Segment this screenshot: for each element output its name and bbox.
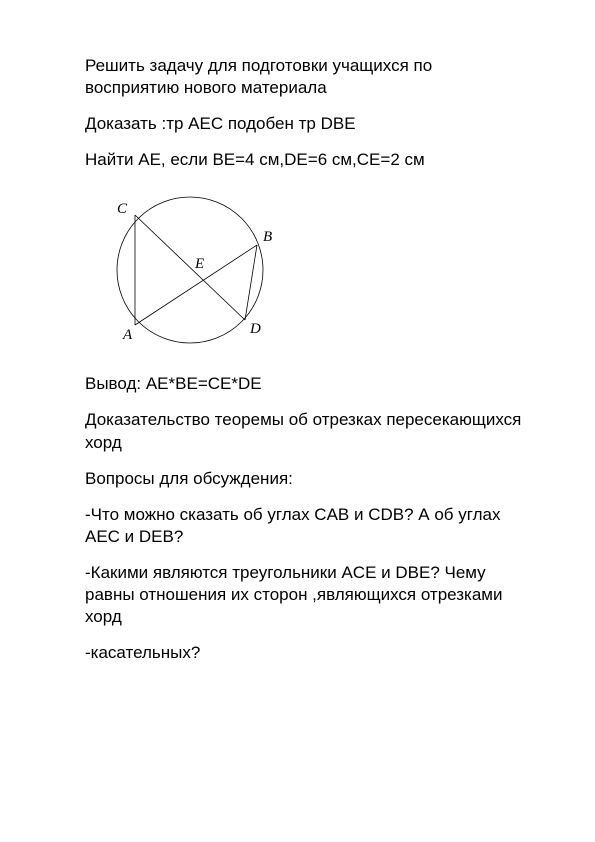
paragraph-conclusion: Вывод: AE*BE=CE*DE [85, 373, 525, 395]
paragraph-questions-header: Вопросы для обсуждения: [85, 468, 525, 490]
paragraph-intro: Решить задачу для подготовки учащихся по… [85, 55, 525, 99]
svg-text:A: A [122, 327, 133, 343]
paragraph-question-2: -Какими являются треугольники ACE и DBE?… [85, 562, 525, 628]
svg-text:E: E [194, 256, 204, 272]
paragraph-theorem: Доказательство теоремы об отрезках перес… [85, 409, 525, 453]
svg-text:B: B [263, 229, 272, 245]
paragraph-prove: Доказать :тр АЕС подобен тр DBE [85, 113, 525, 135]
paragraph-question-1: -Что можно сказать об углах CAB и CDB? А… [85, 504, 525, 548]
svg-text:C: C [117, 201, 128, 217]
circle-chords-svg: C B D A E [85, 185, 315, 355]
paragraph-question-3: -касательных? [85, 642, 525, 664]
geometry-diagram: C B D A E [85, 185, 525, 355]
svg-text:D: D [249, 321, 261, 337]
paragraph-find: Найти АЕ, если ВЕ=4 см,DE=6 см,СЕ=2 см [85, 149, 525, 171]
